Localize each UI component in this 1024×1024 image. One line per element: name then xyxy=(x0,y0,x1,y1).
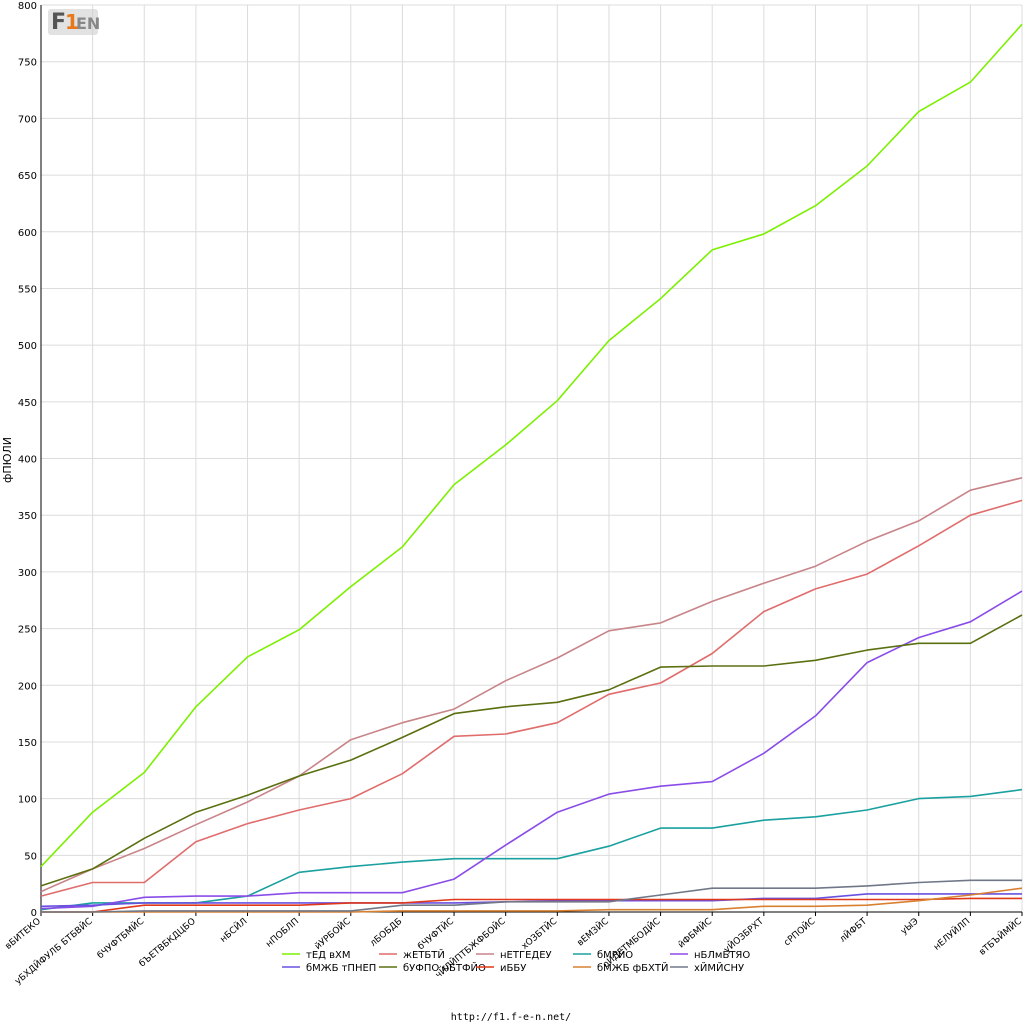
y-tick-label: 600 xyxy=(18,228,37,239)
series-line xyxy=(40,477,1023,893)
y-axis-ticks: 0 50 100 150 200 250 300 350 400 450 500 550 600 650 7… xyxy=(18,1,37,919)
legend-item: бМРЙО xyxy=(573,948,633,961)
series-line xyxy=(40,23,1023,868)
legend-label: нЕТГЕДЕУ xyxy=(500,950,552,961)
legend-label: бМРЙО xyxy=(597,948,633,961)
legend-item: тЕД вХМ xyxy=(282,950,351,961)
y-tick-label: 400 xyxy=(18,455,37,466)
legend-item: нЕТГЕДЕУ xyxy=(476,950,552,961)
series-line xyxy=(40,499,1023,897)
legend-label: бУФПО нБТФЙО xyxy=(403,961,486,974)
series-lines xyxy=(40,23,1023,913)
legend-label: бМЖБ фБХТЙ xyxy=(597,961,668,974)
legend-label: бМЖБ тПНЕП xyxy=(306,963,376,974)
legend-label: иББУ xyxy=(500,963,526,974)
legend-label: хЙМЙСНУ xyxy=(694,961,744,974)
legend-item: бМЖБ тПНЕП xyxy=(282,963,376,974)
y-axis-label: фПЮЛИ xyxy=(1,437,14,483)
legend-label: жЕТБТЙ xyxy=(403,948,445,961)
legend-item: иББУ xyxy=(476,963,526,974)
series-line xyxy=(40,614,1023,887)
logo: F 1 EN xyxy=(48,9,100,35)
y-tick-label: 550 xyxy=(18,284,37,295)
y-tick-label: 650 xyxy=(18,171,37,182)
series-line xyxy=(41,879,1022,913)
legend-item: нБЛмБТЯО xyxy=(670,950,750,961)
y-tick-label: 100 xyxy=(18,795,37,806)
y-tick-label: 700 xyxy=(18,114,37,125)
footer-url: http://f1.f-e-n.net/ xyxy=(451,1012,571,1023)
series-line xyxy=(40,788,1023,911)
svg-text:1: 1 xyxy=(65,10,79,34)
series-line xyxy=(41,897,1022,913)
y-tick-label: 150 xyxy=(18,738,37,749)
svg-text:F: F xyxy=(51,10,66,35)
y-tick-label: 50 xyxy=(24,851,37,862)
legend-item: хЙМЙСНУ xyxy=(670,961,744,974)
legend-item: бМЖБ фБХТЙ xyxy=(573,961,668,974)
legend: тЕД вХМ жЕТБТЙ нЕТГЕДЕУ бМРЙО нБЛмБТЯО бМЖБ т… xyxy=(282,948,750,974)
y-tick-label: 250 xyxy=(18,625,37,636)
legend-item: жЕТБТЙ xyxy=(379,948,445,961)
svg-text:EN: EN xyxy=(76,14,100,33)
series-line xyxy=(40,590,1023,910)
legend-item: бУФПО нБТФЙО xyxy=(379,961,486,974)
y-tick-label: 750 xyxy=(18,58,37,69)
y-tick-label: 0 xyxy=(31,908,37,919)
y-tick-label: 800 xyxy=(18,1,37,12)
legend-label: тЕД вХМ xyxy=(306,950,351,961)
y-tick-label: 300 xyxy=(18,568,37,579)
y-tick-label: 350 xyxy=(18,511,37,522)
y-tick-label: 450 xyxy=(18,398,37,409)
y-tick-label: 500 xyxy=(18,341,37,352)
legend-label: нБЛмБТЯО xyxy=(694,950,750,961)
y-tick-label: 200 xyxy=(18,681,37,692)
series-line xyxy=(41,887,1023,913)
